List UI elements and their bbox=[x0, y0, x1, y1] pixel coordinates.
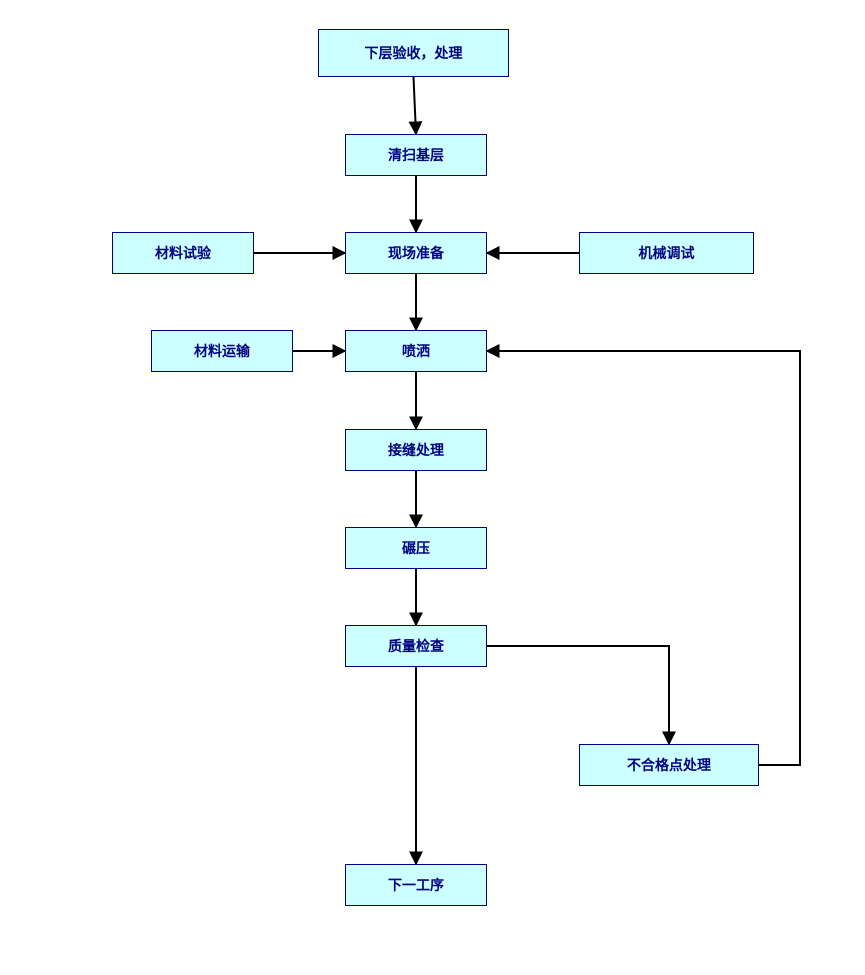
flow-node-label: 下一工序 bbox=[388, 875, 444, 895]
flow-node-n7: 喷洒 bbox=[345, 330, 487, 372]
flow-edge bbox=[414, 77, 417, 134]
flow-node-label: 接缝处理 bbox=[388, 440, 444, 460]
flow-node-n2: 清扫基层 bbox=[345, 134, 487, 176]
flow-node-label: 材料试验 bbox=[155, 243, 211, 263]
flow-edge bbox=[487, 646, 669, 744]
flowchart-canvas: 下层验收，处理清扫基层材料试验 现场准备 机械调试材料运输 喷洒接缝处理碾压质量检查下… bbox=[0, 0, 865, 975]
flow-node-n3: 材料试验 bbox=[112, 232, 254, 274]
flow-node-label: 下层验收，处理 bbox=[365, 43, 463, 63]
flow-node-label: 质量检查 bbox=[388, 636, 444, 656]
flow-node-n12: 不合格点处理 bbox=[579, 744, 759, 786]
flow-node-label: 不合格点处理 bbox=[627, 755, 711, 775]
flow-node-n6: 材料运输 bbox=[151, 330, 293, 372]
flow-node-n10: 质量检查 bbox=[345, 625, 487, 667]
flow-node-n4: 现场准备 bbox=[345, 232, 487, 274]
flow-node-label: 碾压 bbox=[402, 538, 430, 558]
flow-node-n8: 接缝处理 bbox=[345, 429, 487, 471]
flow-node-n5: 机械调试 bbox=[579, 232, 754, 274]
flow-node-n11: 下一工序 bbox=[345, 864, 487, 906]
flow-node-n9: 碾压 bbox=[345, 527, 487, 569]
flow-node-label: 清扫基层 bbox=[388, 145, 444, 165]
flow-node-label: 现场准备 bbox=[388, 243, 444, 263]
flow-node-label: 材料运输 bbox=[194, 341, 250, 361]
flow-edge bbox=[487, 351, 800, 765]
flow-node-label: 喷洒 bbox=[402, 341, 430, 361]
flow-node-label: 机械调试 bbox=[639, 243, 695, 263]
flow-node-n1: 下层验收，处理 bbox=[318, 29, 509, 77]
